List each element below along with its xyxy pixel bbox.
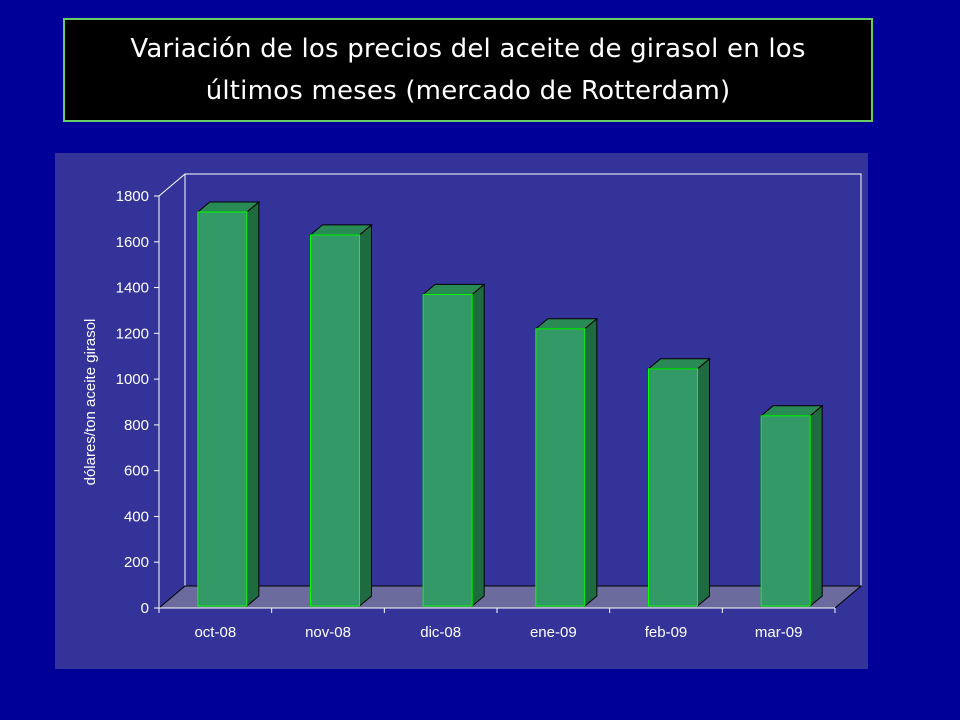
- y-axis-ticks: 0 200 400 600 800 1000 1200 1400 1600 1800: [116, 188, 160, 617]
- bar-front: [648, 368, 698, 607]
- bar-front: [310, 234, 360, 607]
- y-tick-label: 800: [124, 417, 149, 434]
- slide-title: Variación de los precios del aceite de g…: [130, 34, 806, 106]
- y-tick-label: 1800: [116, 188, 149, 205]
- y-tick-label: 1200: [116, 325, 149, 342]
- x-category-label: mar-09: [755, 624, 803, 641]
- y-axis-title: dólares/ton aceite girasol: [82, 319, 99, 486]
- plot-frame: [158, 173, 862, 608]
- chart-panel: 0 200 400 600 800 1000 1200 1400 1600 1800 oct-08…: [55, 153, 868, 669]
- bar: [534, 317, 599, 608]
- x-category-label: ene-09: [530, 624, 577, 641]
- bar: [759, 404, 824, 608]
- back-wall-outline: [158, 173, 862, 608]
- y-tick-label: 1600: [116, 234, 149, 251]
- y-tick-label: 1400: [116, 280, 149, 297]
- title-box: Variación de los precios del aceite de g…: [63, 18, 873, 122]
- bar-side: [809, 404, 823, 608]
- y-tick-label: 400: [124, 508, 149, 525]
- bar-side: [471, 283, 485, 608]
- bar: [421, 283, 486, 608]
- bar-side: [359, 223, 372, 608]
- bar-front: [197, 211, 248, 607]
- bar-side: [697, 357, 710, 608]
- bar-side: [246, 200, 260, 608]
- y-tick-label: 0: [141, 600, 149, 617]
- x-category-label: feb-09: [645, 624, 688, 641]
- floor-plane: [157, 585, 863, 609]
- plot-floor: [157, 585, 863, 609]
- bar: [196, 200, 261, 608]
- x-category-label: oct-08: [194, 624, 236, 641]
- y-tick-label: 1000: [116, 371, 149, 388]
- y-tick-label: 200: [124, 554, 149, 571]
- bar: [647, 357, 711, 608]
- x-category-label: dic-08: [420, 624, 461, 641]
- bar-front: [760, 415, 811, 607]
- x-axis-labels: oct-08 nov-08 dic-08 ene-09 feb-09 mar-09: [158, 608, 836, 641]
- bar-front: [422, 293, 473, 607]
- bar-chart: 0 200 400 600 800 1000 1200 1400 1600 1800 oct-08…: [82, 173, 863, 641]
- bar-side: [584, 317, 598, 608]
- y-tick-label: 600: [124, 463, 149, 480]
- x-category-label: nov-08: [305, 624, 351, 641]
- bar-front: [535, 328, 586, 607]
- bar: [309, 223, 373, 608]
- bars: [196, 200, 824, 608]
